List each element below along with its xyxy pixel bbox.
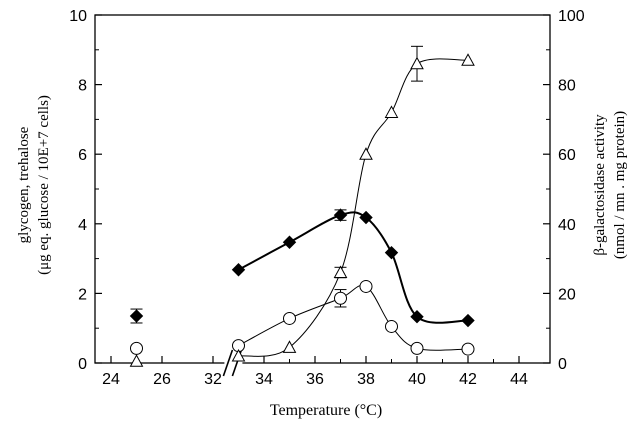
x-tick-label: 36 [306,371,324,388]
data-point-circle [385,319,398,333]
data-point-triangle [129,354,144,367]
y-axis-right-units: (nmol / mn . mg protein) [612,111,628,259]
x-tick-label: 38 [357,371,375,388]
x-tick-label: 26 [153,371,171,388]
x-axis: 24 26 32 34 36 38 40 42 44 [102,356,528,388]
series-line [238,58,469,357]
data-point-diamond [410,310,424,324]
data-point-triangle [333,265,348,279]
y-axis-right-title: β-galactosidase activity (nmol / mn . mg… [592,111,628,259]
data-point-diamond [461,313,475,328]
x-axis-label: Temperature (°C) [270,402,382,419]
series-line [238,211,469,324]
data-point-triangle [410,56,424,70]
x-tick-label: 42 [459,371,477,388]
data-point-circle [461,342,475,356]
plot-border [94,14,551,364]
series-line [238,284,469,351]
y-left-tick-label: 0 [78,356,87,373]
data-point-diamond [231,263,246,277]
data-point-diamond [384,245,399,260]
data-point-circle [359,279,373,293]
y-axis-left-units: (μg eq. glucose / 10E+7 cells) [36,95,52,275]
y-left-tick-label: 4 [78,217,87,234]
y-axis-left-label: glycogen, trehalose [16,126,32,243]
x-tick-label: 34 [255,371,273,388]
data-point-diamond [282,235,297,249]
data-point-triangle [282,340,297,353]
series-open-triangle [129,45,475,367]
x-tick-label: 32 [204,371,222,388]
data-point-circle [410,341,424,355]
data-point-diamond [333,208,348,222]
plot-frame [94,14,551,364]
y-axis-left-title: glycogen, trehalose (μg eq. glucose / 10… [16,95,52,275]
data-point-triangle [384,105,399,118]
data-point-diamond [359,210,373,225]
data-point-circle [130,341,143,355]
y-axis-right: 0 20 40 60 80 100 [543,8,585,373]
x-tick-label: 24 [102,371,120,388]
data-point-triangle [231,348,246,362]
data-point-triangle [461,53,475,66]
y-axis-right-label: β-galactosidase activity [592,114,608,256]
y-left-tick-label: 6 [78,147,87,164]
x-tick-label: 44 [510,371,528,388]
y-left-tick-label: 2 [78,286,87,303]
x-tick-label: 40 [408,371,426,388]
series-filled-diamond [129,208,475,328]
data-point-diamond [129,309,144,323]
series-open-circle [130,279,475,356]
y-right-tick-label: 60 [558,147,576,164]
y-right-tick-label: 20 [558,286,576,303]
data-point-circle [334,291,347,305]
y-right-tick-label: 80 [558,78,576,95]
axis-break-slash [222,349,234,377]
y-left-tick-label: 8 [78,78,87,95]
data-point-triangle [359,147,373,160]
y-right-tick-label: 40 [558,217,576,234]
y-left-tick-label: 10 [69,8,87,25]
y-axis-left: 0 2 4 6 8 10 [69,8,102,373]
data-point-circle [283,311,296,325]
y-right-tick-label: 100 [558,8,585,25]
y-right-tick-label: 0 [558,356,567,373]
series-layer [129,45,475,367]
